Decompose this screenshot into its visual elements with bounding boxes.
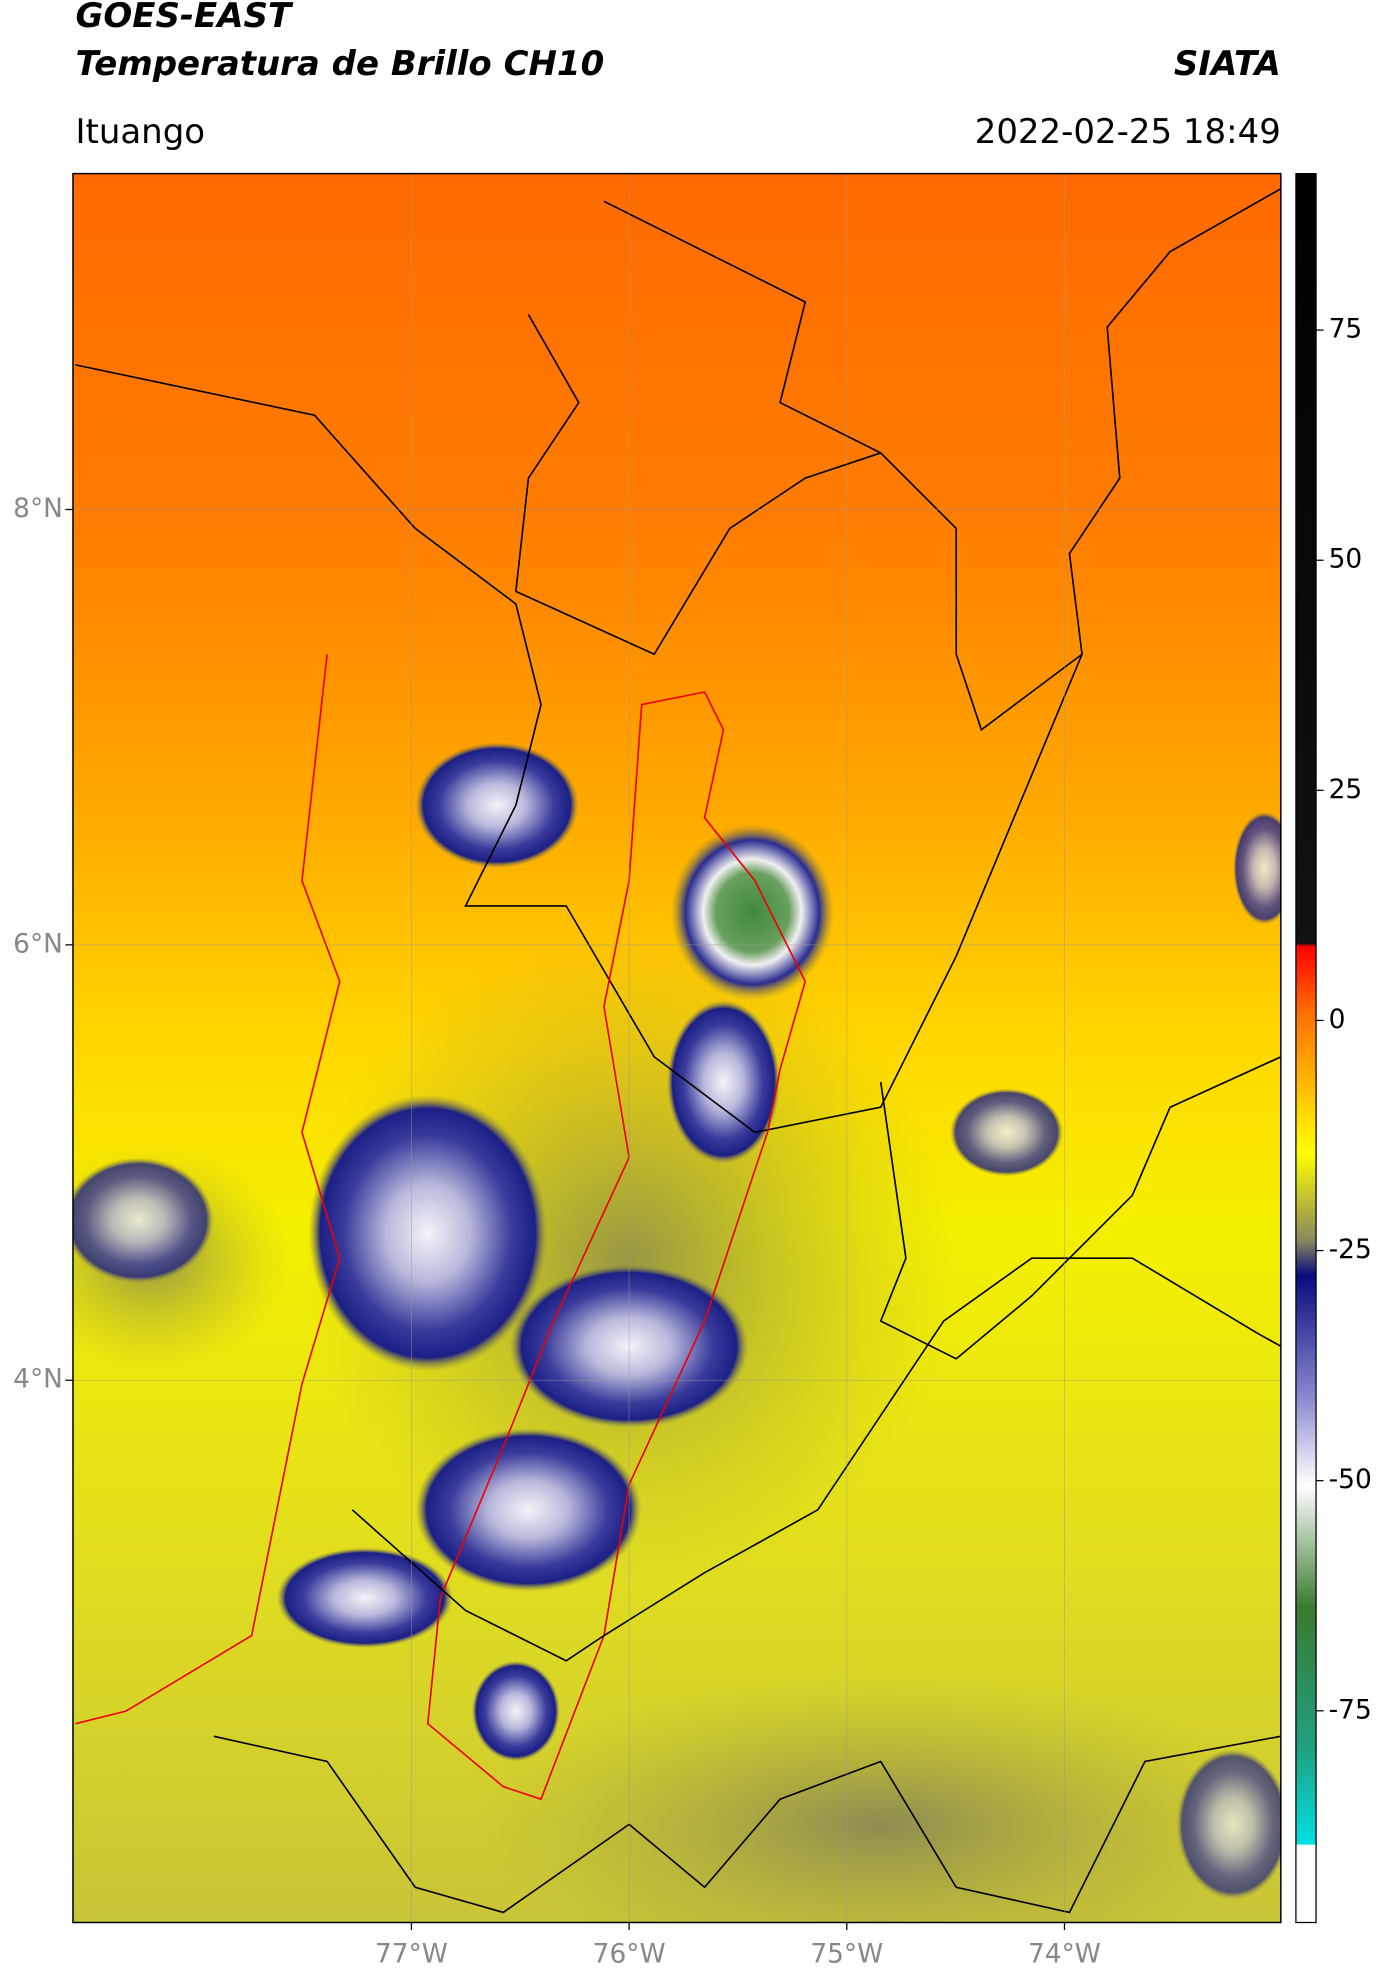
colorbar-tick-label: 50 (1329, 544, 1363, 575)
colorbar-tick-label: -25 (1329, 1234, 1372, 1265)
x-tick-label: 76°W (593, 1939, 666, 1970)
map-frame (72, 172, 1282, 1924)
y-tick-label: 6°N (13, 928, 63, 959)
brand: SIATA (1174, 44, 1281, 84)
subtitle: Temperatura de Brillo CH10 (75, 44, 604, 84)
x-tick-label: 74°W (1028, 1939, 1101, 1970)
datetime: 2022-02-25 18:49 (975, 112, 1281, 152)
y-tick-label: 8°N (13, 493, 63, 524)
x-tick-label: 75°W (810, 1939, 883, 1970)
colorbar-ticks: 75 50 25 0 -25 -50 -75 (1316, 314, 1372, 1725)
y-tick-label: 4°N (13, 1364, 63, 1395)
colorbar-tick-label: 0 (1329, 1004, 1346, 1035)
colorbar-tick-label: -75 (1329, 1694, 1372, 1725)
colorbar-tick-label: 25 (1329, 774, 1363, 805)
colorbar-tick-label: 75 (1329, 314, 1363, 345)
satellite-image (72, 173, 1281, 1923)
graticule: 77°W 76°W 75°W 74°W 8°N 6°N 4°N (13, 173, 1281, 1970)
colorbar-tick-label: -50 (1329, 1464, 1372, 1495)
location: Ituango (75, 112, 205, 152)
title: GOES-EAST (75, 0, 293, 36)
colorbar (1295, 172, 1317, 1924)
x-tick-label: 77°W (375, 1939, 448, 1970)
